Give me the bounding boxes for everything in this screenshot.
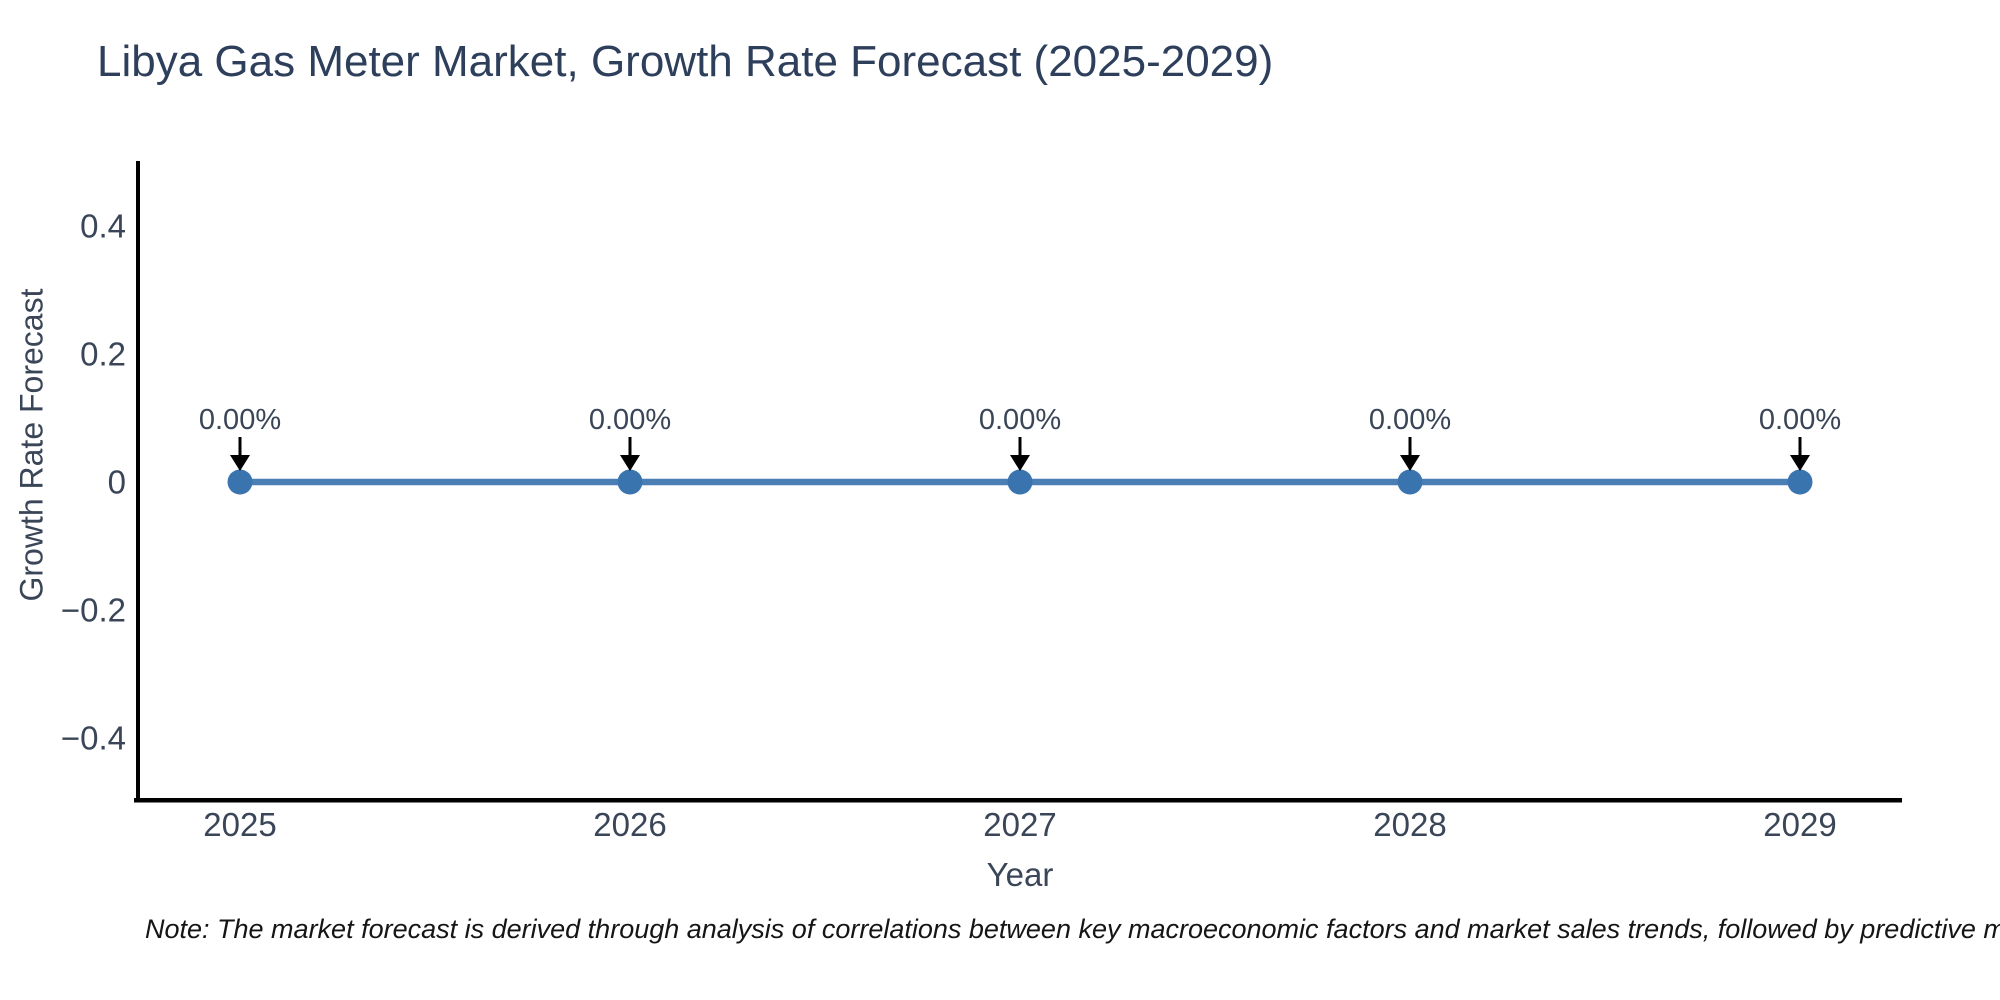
annotation-label: 0.00% — [199, 404, 281, 436]
x-axis-label: Year — [986, 856, 1054, 893]
data-point-marker — [1397, 469, 1423, 495]
x-tick-label: 2026 — [593, 806, 666, 843]
data-point-marker — [1007, 469, 1033, 495]
annotation-arrow-head — [1400, 455, 1420, 471]
x-tick-label: 2027 — [983, 806, 1056, 843]
data-point-marker — [1787, 469, 1813, 495]
x-tick-label: 2029 — [1763, 806, 1836, 843]
annotation-arrow-head — [230, 455, 250, 471]
annotation-arrow-head — [620, 455, 640, 471]
x-tick-label: 2025 — [203, 806, 276, 843]
x-axis-spine — [134, 798, 1902, 803]
y-axis-spine — [136, 161, 140, 802]
annotation-label: 0.00% — [979, 404, 1061, 436]
y-tick-label: −0.2 — [61, 592, 126, 629]
annotation-label: 0.00% — [1369, 404, 1451, 436]
y-tick-label: 0.4 — [80, 208, 126, 245]
data-point-marker — [227, 469, 253, 495]
annotation-arrow-head — [1790, 455, 1810, 471]
annotation-label: 0.00% — [589, 404, 671, 436]
annotation-label: 0.00% — [1759, 404, 1841, 436]
y-tick-label: 0 — [108, 464, 126, 501]
chart-title: Libya Gas Meter Market, Growth Rate Fore… — [97, 37, 1274, 86]
data-point-marker — [617, 469, 643, 495]
y-tick-label: −0.4 — [61, 720, 126, 757]
footnote: Note: The market forecast is derived thr… — [145, 914, 2000, 944]
annotation-arrow-head — [1010, 455, 1030, 471]
y-tick-label: 0.2 — [80, 336, 126, 373]
x-tick-label: 2028 — [1373, 806, 1446, 843]
